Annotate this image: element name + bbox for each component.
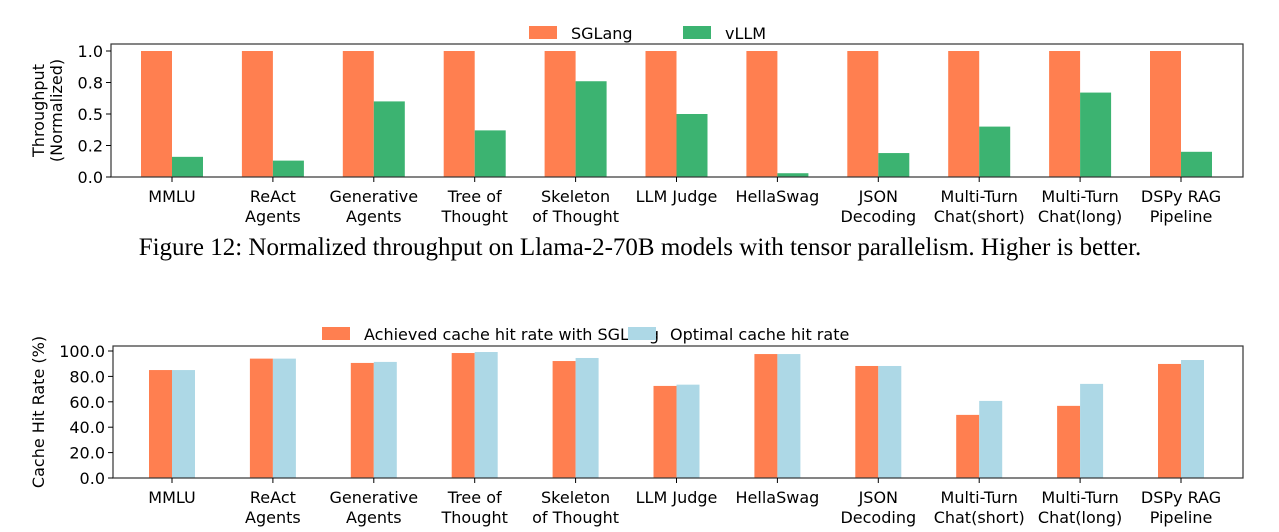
bar-optimal-cache-hit-rate-10 <box>1181 360 1204 478</box>
x-tick-label: Multi-Turn Chat(short) <box>934 187 1025 226</box>
bar-optimal-cache-hit-rate-0 <box>172 370 195 478</box>
bar-achieved-cache-hit-rate-with-sglang-1 <box>249 358 273 478</box>
bar-vllm-3 <box>474 130 506 177</box>
x-tick-label: HellaSwag <box>736 187 820 206</box>
bar-sglang-4 <box>544 51 576 177</box>
axes-frame <box>112 345 1244 479</box>
bar-vllm-8 <box>979 126 1011 177</box>
legend-swatch-1 <box>683 26 711 39</box>
bar-sglang-9 <box>1049 51 1081 177</box>
x-tick-label: MMLU <box>148 488 195 507</box>
legend-swatch-0 <box>322 327 350 340</box>
bar-vllm-9 <box>1080 92 1112 177</box>
bar-sglang-3 <box>443 51 475 177</box>
bar-sglang-6 <box>746 51 778 177</box>
cache-hit-rate-chart: 0.0 20.0 40.0 60.0 80.0 100.0 MMLU ReAct Agents G… <box>29 325 1244 527</box>
x-tick-label: Generative Agents <box>329 187 418 226</box>
bar-vllm-10 <box>1181 151 1212 177</box>
bar-achieved-cache-hit-rate-with-sglang-6 <box>754 354 778 478</box>
x-tick-label: Tree of Thought <box>440 187 507 226</box>
y-axis-title: Cache Hit Rate (%) <box>29 336 48 488</box>
bar-optimal-cache-hit-rate-3 <box>474 352 498 478</box>
y-tick-label: 0.0 <box>80 469 105 488</box>
bar-sglang-8 <box>948 51 980 177</box>
bar-optimal-cache-hit-rate-6 <box>777 354 801 478</box>
bar-optimal-cache-hit-rate-1 <box>272 358 296 478</box>
throughput-chart: 0.0 0.2 0.5 0.8 1.0 MMLU ReAct Agents Generative… <box>29 24 1244 226</box>
y-tick-label: 0.5 <box>78 105 103 124</box>
x-tick-label: Skeleton of Thought <box>532 488 619 527</box>
bar-sglang-1 <box>241 51 273 177</box>
x-tick-label: LLM Judge <box>636 187 718 206</box>
figure-12-caption: Figure 12: Normalized throughput on Llam… <box>139 234 1142 261</box>
legend-swatch-1 <box>628 327 656 340</box>
bar-vllm-5 <box>676 114 708 177</box>
bar-optimal-cache-hit-rate-4 <box>575 357 599 478</box>
legend-label-0: Achieved cache hit rate with SGLang <box>364 325 659 344</box>
bar-optimal-cache-hit-rate-8 <box>979 400 1003 478</box>
legend-swatch-0 <box>529 26 557 39</box>
y-tick-label: 0.2 <box>78 137 103 156</box>
bar-sglang-5 <box>645 51 677 177</box>
y-tick-label: 20.0 <box>69 444 105 463</box>
bar-achieved-cache-hit-rate-with-sglang-0 <box>149 370 172 478</box>
bar-sglang-10 <box>1150 51 1181 177</box>
x-tick-label: Skeleton of Thought <box>532 187 619 226</box>
x-tick-label: ReAct Agents <box>245 488 301 527</box>
bar-vllm-2 <box>373 101 405 177</box>
bar-optimal-cache-hit-rate-9 <box>1080 383 1104 478</box>
y-tick-label: 100.0 <box>59 342 105 361</box>
bar-achieved-cache-hit-rate-with-sglang-10 <box>1158 363 1181 478</box>
bar-optimal-cache-hit-rate-7 <box>878 365 902 478</box>
bar-sglang-2 <box>342 51 374 177</box>
bar-optimal-cache-hit-rate-5 <box>676 384 700 478</box>
legend-label-0: SGLang <box>571 24 633 43</box>
x-tick-label: ReAct Agents <box>245 187 301 226</box>
y-tick-label: 0.0 <box>78 168 103 187</box>
x-tick-label: MMLU <box>148 187 195 206</box>
bar-vllm-6 <box>777 173 809 177</box>
bar-achieved-cache-hit-rate-with-sglang-4 <box>552 361 576 478</box>
x-tick-label: JSON Decoding <box>840 488 916 527</box>
y-tick-label: 1.0 <box>78 42 103 61</box>
bar-achieved-cache-hit-rate-with-sglang-8 <box>956 414 980 478</box>
x-tick-label: Multi-Turn Chat(long) <box>1038 488 1122 527</box>
bar-vllm-4 <box>575 81 607 177</box>
bar-achieved-cache-hit-rate-with-sglang-2 <box>350 362 374 478</box>
x-tick-label: HellaSwag <box>736 488 820 507</box>
x-tick-label: Multi-Turn Chat(short) <box>934 488 1025 527</box>
bar-achieved-cache-hit-rate-with-sglang-3 <box>451 353 475 478</box>
legend-label-1: Optimal cache hit rate <box>670 325 849 344</box>
y-tick-label: 80.0 <box>69 367 105 386</box>
bar-achieved-cache-hit-rate-with-sglang-7 <box>855 365 879 478</box>
x-tick-label: DSPy RAG Pipeline <box>1141 187 1221 226</box>
bar-sglang-7 <box>847 51 879 177</box>
y-tick-label: 0.8 <box>78 74 103 93</box>
bar-sglang-0 <box>141 51 172 177</box>
legend-label-1: vLLM <box>725 24 766 43</box>
bar-achieved-cache-hit-rate-with-sglang-9 <box>1057 405 1081 478</box>
x-tick-label: DSPy RAG Pipeline <box>1141 488 1221 527</box>
bar-vllm-7 <box>878 153 910 177</box>
y-tick-label: 40.0 <box>69 418 105 437</box>
bar-achieved-cache-hit-rate-with-sglang-5 <box>653 385 677 478</box>
x-tick-label: LLM Judge <box>636 488 718 507</box>
bar-optimal-cache-hit-rate-2 <box>373 361 397 478</box>
x-tick-label: Multi-Turn Chat(long) <box>1038 187 1122 226</box>
y-axis-title: Throughput <box>29 64 48 158</box>
x-tick-label: Tree of Thought <box>440 488 507 527</box>
x-tick-label: Generative Agents <box>329 488 418 527</box>
bar-vllm-1 <box>272 160 304 177</box>
x-tick-label: JSON Decoding <box>840 187 916 226</box>
y-tick-label: 60.0 <box>69 393 105 412</box>
y-axis-title: (Normalized) <box>47 59 66 162</box>
bar-vllm-0 <box>172 156 203 177</box>
